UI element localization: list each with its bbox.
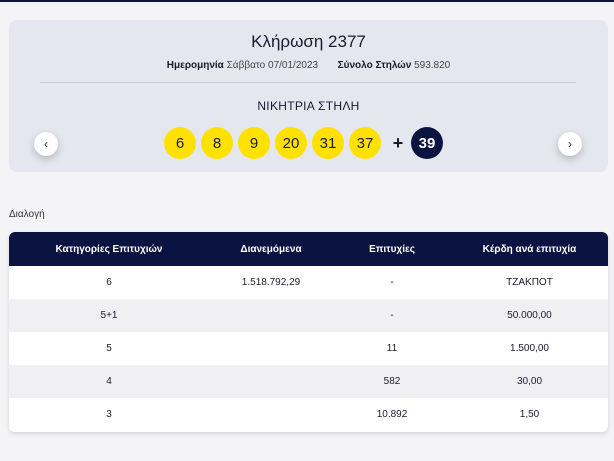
prev-draw-button[interactable]: ‹ [34,132,58,156]
cell-prize: 1,50 [519,409,540,420]
bonus-ball: 39 [411,127,443,159]
cell-winners: - [390,277,394,288]
cell-winners: 10.892 [376,409,408,420]
selection-label: Διαλογή [9,209,45,220]
winning-column-label: ΝΙΚΗΤΡΙΑ ΣΤΗΛΗ [257,99,360,113]
header-distributed: Διανεμόμενα [240,243,302,255]
draw-results-card: Κλήρωση 2377 Ημερομηνία Σάββατο 07/01/20… [9,20,608,172]
cell-distributed: 1.518.792,29 [241,277,301,288]
cell-prize: 50.000,00 [507,310,552,321]
cell-category: 5+1 [100,310,118,321]
cell-category: 6 [106,277,112,288]
cell-prize: ΤΖΑΚΠΟΤ [506,277,553,288]
cell-winners: 11 [386,343,398,354]
prize-table: Κατηγορίες Επιτυχιών Διανεμόμενα Επιτυχί… [9,232,608,432]
number-ball: 20 [275,127,307,159]
cell-prize: 30,00 [516,376,543,387]
header-prize-per-winner: Κέρδη ανά επιτυχία [482,243,577,255]
number-ball: 31 [312,127,344,159]
header-winners: Επιτυχίες [369,243,415,255]
columns-label: Σύνολο Στηλών [337,60,412,71]
cell-category: 5 [106,343,112,354]
table-row: 6 1.518.792,29 - ΤΖΑΚΠΟΤ [9,266,608,299]
number-ball: 9 [238,127,270,159]
table-header: Κατηγορίες Επιτυχιών Διανεμόμενα Επιτυχί… [9,232,608,266]
draw-title: Κλήρωση 2377 [251,32,366,51]
number-ball: 37 [349,127,381,159]
plus-sign: + [392,132,404,153]
date-label: Ημερομηνία [166,60,224,71]
columns-value: 593.820 [414,60,451,71]
divider [40,82,576,83]
table-row: 5+1 - 50.000,00 [9,299,608,332]
cell-winners: 582 [383,376,401,387]
chevron-right-icon: › [568,137,572,151]
cell-prize: 1.500,00 [510,343,549,354]
cell-winners: - [390,310,394,321]
cell-category: 3 [106,409,112,420]
number-ball: 6 [164,127,196,159]
table-row: 4 582 30,00 [9,365,608,398]
header-categories: Κατηγορίες Επιτυχιών [55,243,163,255]
draw-meta: Ημερομηνία Σάββατο 07/01/2023 Σύνολο Στη… [9,60,608,71]
table-row: 5 11 1.500,00 [9,332,608,365]
winning-numbers: 6 8 9 20 31 37 + 39 [164,127,448,159]
date-value: Σάββατο 07/01/2023 [226,60,319,71]
chevron-left-icon: ‹ [44,137,48,151]
cell-category: 4 [106,376,112,387]
top-border [0,0,614,2]
next-draw-button[interactable]: › [558,132,582,156]
number-ball: 8 [201,127,233,159]
table-row: 3 10.892 1,50 [9,398,608,431]
